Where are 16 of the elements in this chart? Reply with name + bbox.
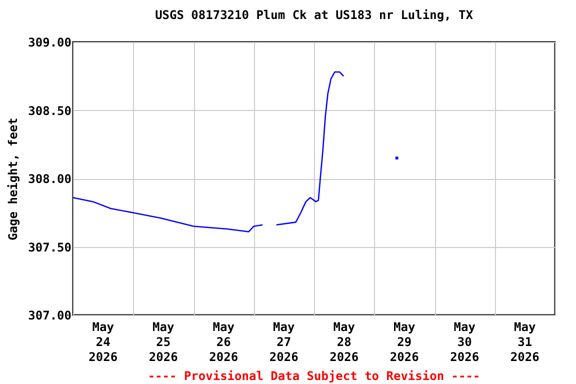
x-tick-label: May 27 2026 [269, 320, 298, 364]
text: ---- Provisional Data Subject to Revision ---- [148, 369, 480, 383]
y-tick-label: 307.00 [28, 308, 72, 322]
y-tick-label: 308.50 [28, 104, 72, 118]
x-tick-label: May 30 2026 [450, 320, 480, 364]
y-tick-label: 309.00 [28, 36, 72, 50]
x-tick-label: May 28 2026 [330, 320, 359, 364]
x-tick-label: May 29 2026 [390, 320, 419, 364]
x-tick-label: May 31 2026 [510, 320, 540, 364]
x-tick-label: May 26 2026 [209, 320, 238, 364]
x-tick-label: May 25 2026 [148, 320, 178, 364]
chart-title: USGS 08173210 Plum Ck at US183 nr Luling, TX [155, 8, 474, 22]
y-tick-label: 307.50 [28, 240, 72, 254]
y-tick-label: 308.00 [28, 172, 72, 186]
y-axis-title: Gage height, feet [6, 118, 20, 240]
x-tick-label: May 24 2026 [88, 320, 118, 364]
